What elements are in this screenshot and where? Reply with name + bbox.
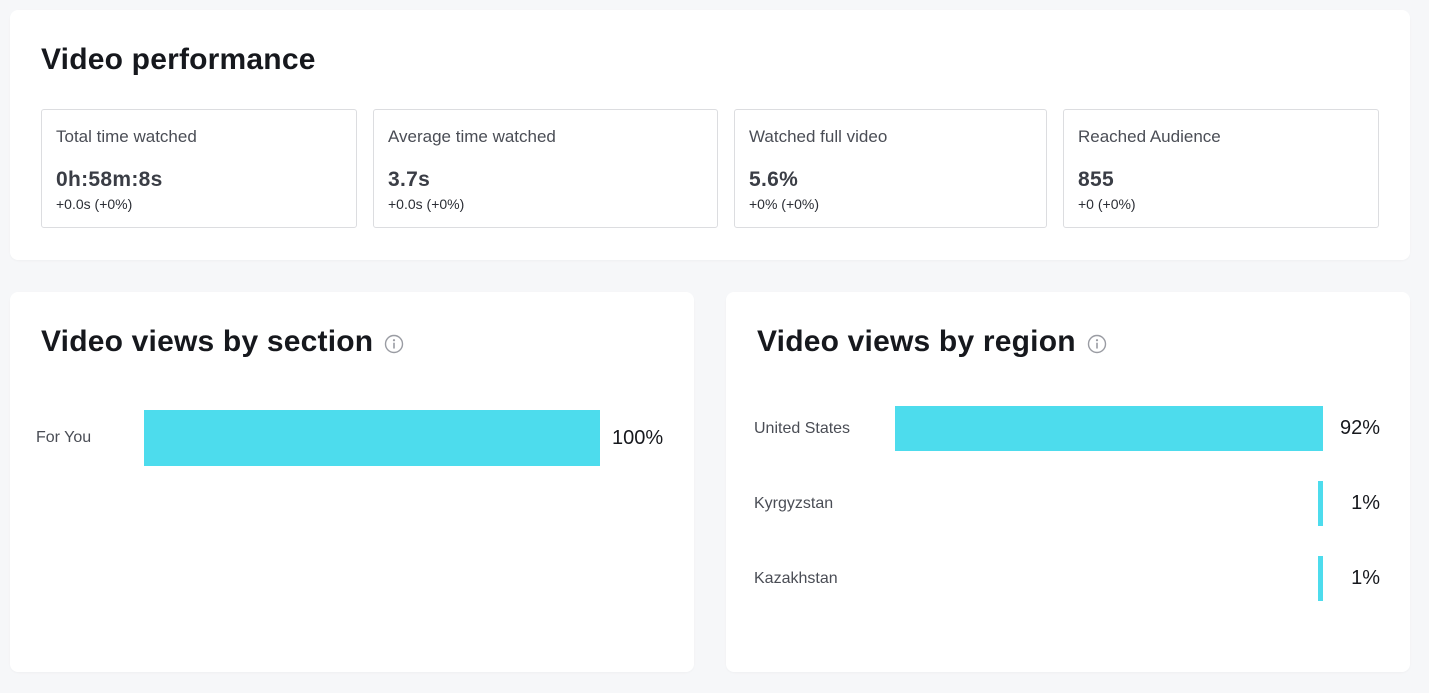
info-icon[interactable]: [384, 334, 404, 354]
metric-label: Average time watched: [388, 127, 556, 146]
metric-watched-full-video: Watched full video 5.6% +0% (+0%): [734, 109, 1047, 228]
metric-delta: +0% (+0%): [749, 196, 820, 212]
views-by-section-title: Video views by section: [41, 325, 374, 358]
bar-row: Kazakhstan 1%: [726, 556, 1410, 601]
metric-value: 3.7s: [388, 168, 431, 191]
views-by-section-card: For You 100% Video views by section: [10, 292, 694, 672]
bar-value: 1%: [1351, 492, 1380, 514]
metric-label: Total time watched: [56, 127, 197, 146]
views-by-region-chart: United States 92% Kyrgyzstan 1% Kazakhstan 1%: [726, 292, 1410, 672]
metric-delta: +0.0s (+0%): [388, 196, 465, 212]
video-performance-title: Video performance: [41, 43, 316, 76]
metric-label: Reached Audience: [1078, 127, 1221, 146]
metric-delta: +0.0s (+0%): [56, 196, 133, 212]
views-by-section-header: Video views by section: [41, 325, 404, 359]
metric-label: Watched full video: [749, 127, 888, 146]
bar-value: 92%: [1339, 417, 1380, 439]
bar: [895, 406, 1323, 451]
bar-value: 1%: [1351, 567, 1380, 589]
views-by-region-title: Video views by region: [757, 325, 1076, 358]
bar: [1318, 481, 1323, 526]
bar-value: 100%: [612, 426, 664, 449]
info-icon[interactable]: [1087, 334, 1107, 354]
metric-total-time-watched: Total time watched 0h:58m:8s +0.0s (+0%): [41, 109, 357, 228]
bar-label: Kyrgyzstan: [754, 494, 834, 512]
metric-value: 855: [1078, 168, 1114, 191]
metric-value: 5.6%: [749, 168, 799, 191]
metric-average-time-watched: Average time watched 3.7s +0.0s (+0%): [373, 109, 718, 228]
bar-row: For You 100%: [10, 410, 694, 466]
bar-label: Kazakhstan: [754, 569, 838, 587]
metric-value: 0h:58m:8s: [56, 168, 163, 191]
bar-label: United States: [754, 419, 851, 437]
views-by-region-header: Video views by region: [757, 325, 1107, 359]
views-by-section-chart: For You 100%: [10, 292, 694, 672]
bar: [144, 410, 600, 466]
bar-label: For You: [36, 429, 92, 446]
metric-reached-audience: Reached Audience 855 +0 (+0%): [1063, 109, 1379, 228]
bar: [1318, 556, 1323, 601]
bar-row: United States 92%: [726, 406, 1410, 451]
video-performance-card: Video performance Total time watched 0h:…: [10, 10, 1410, 260]
bar-row: Kyrgyzstan 1%: [726, 481, 1410, 526]
views-by-region-card: United States 92% Kyrgyzstan 1% Kazakhstan 1%…: [726, 292, 1410, 672]
metric-delta: +0 (+0%): [1078, 196, 1136, 212]
